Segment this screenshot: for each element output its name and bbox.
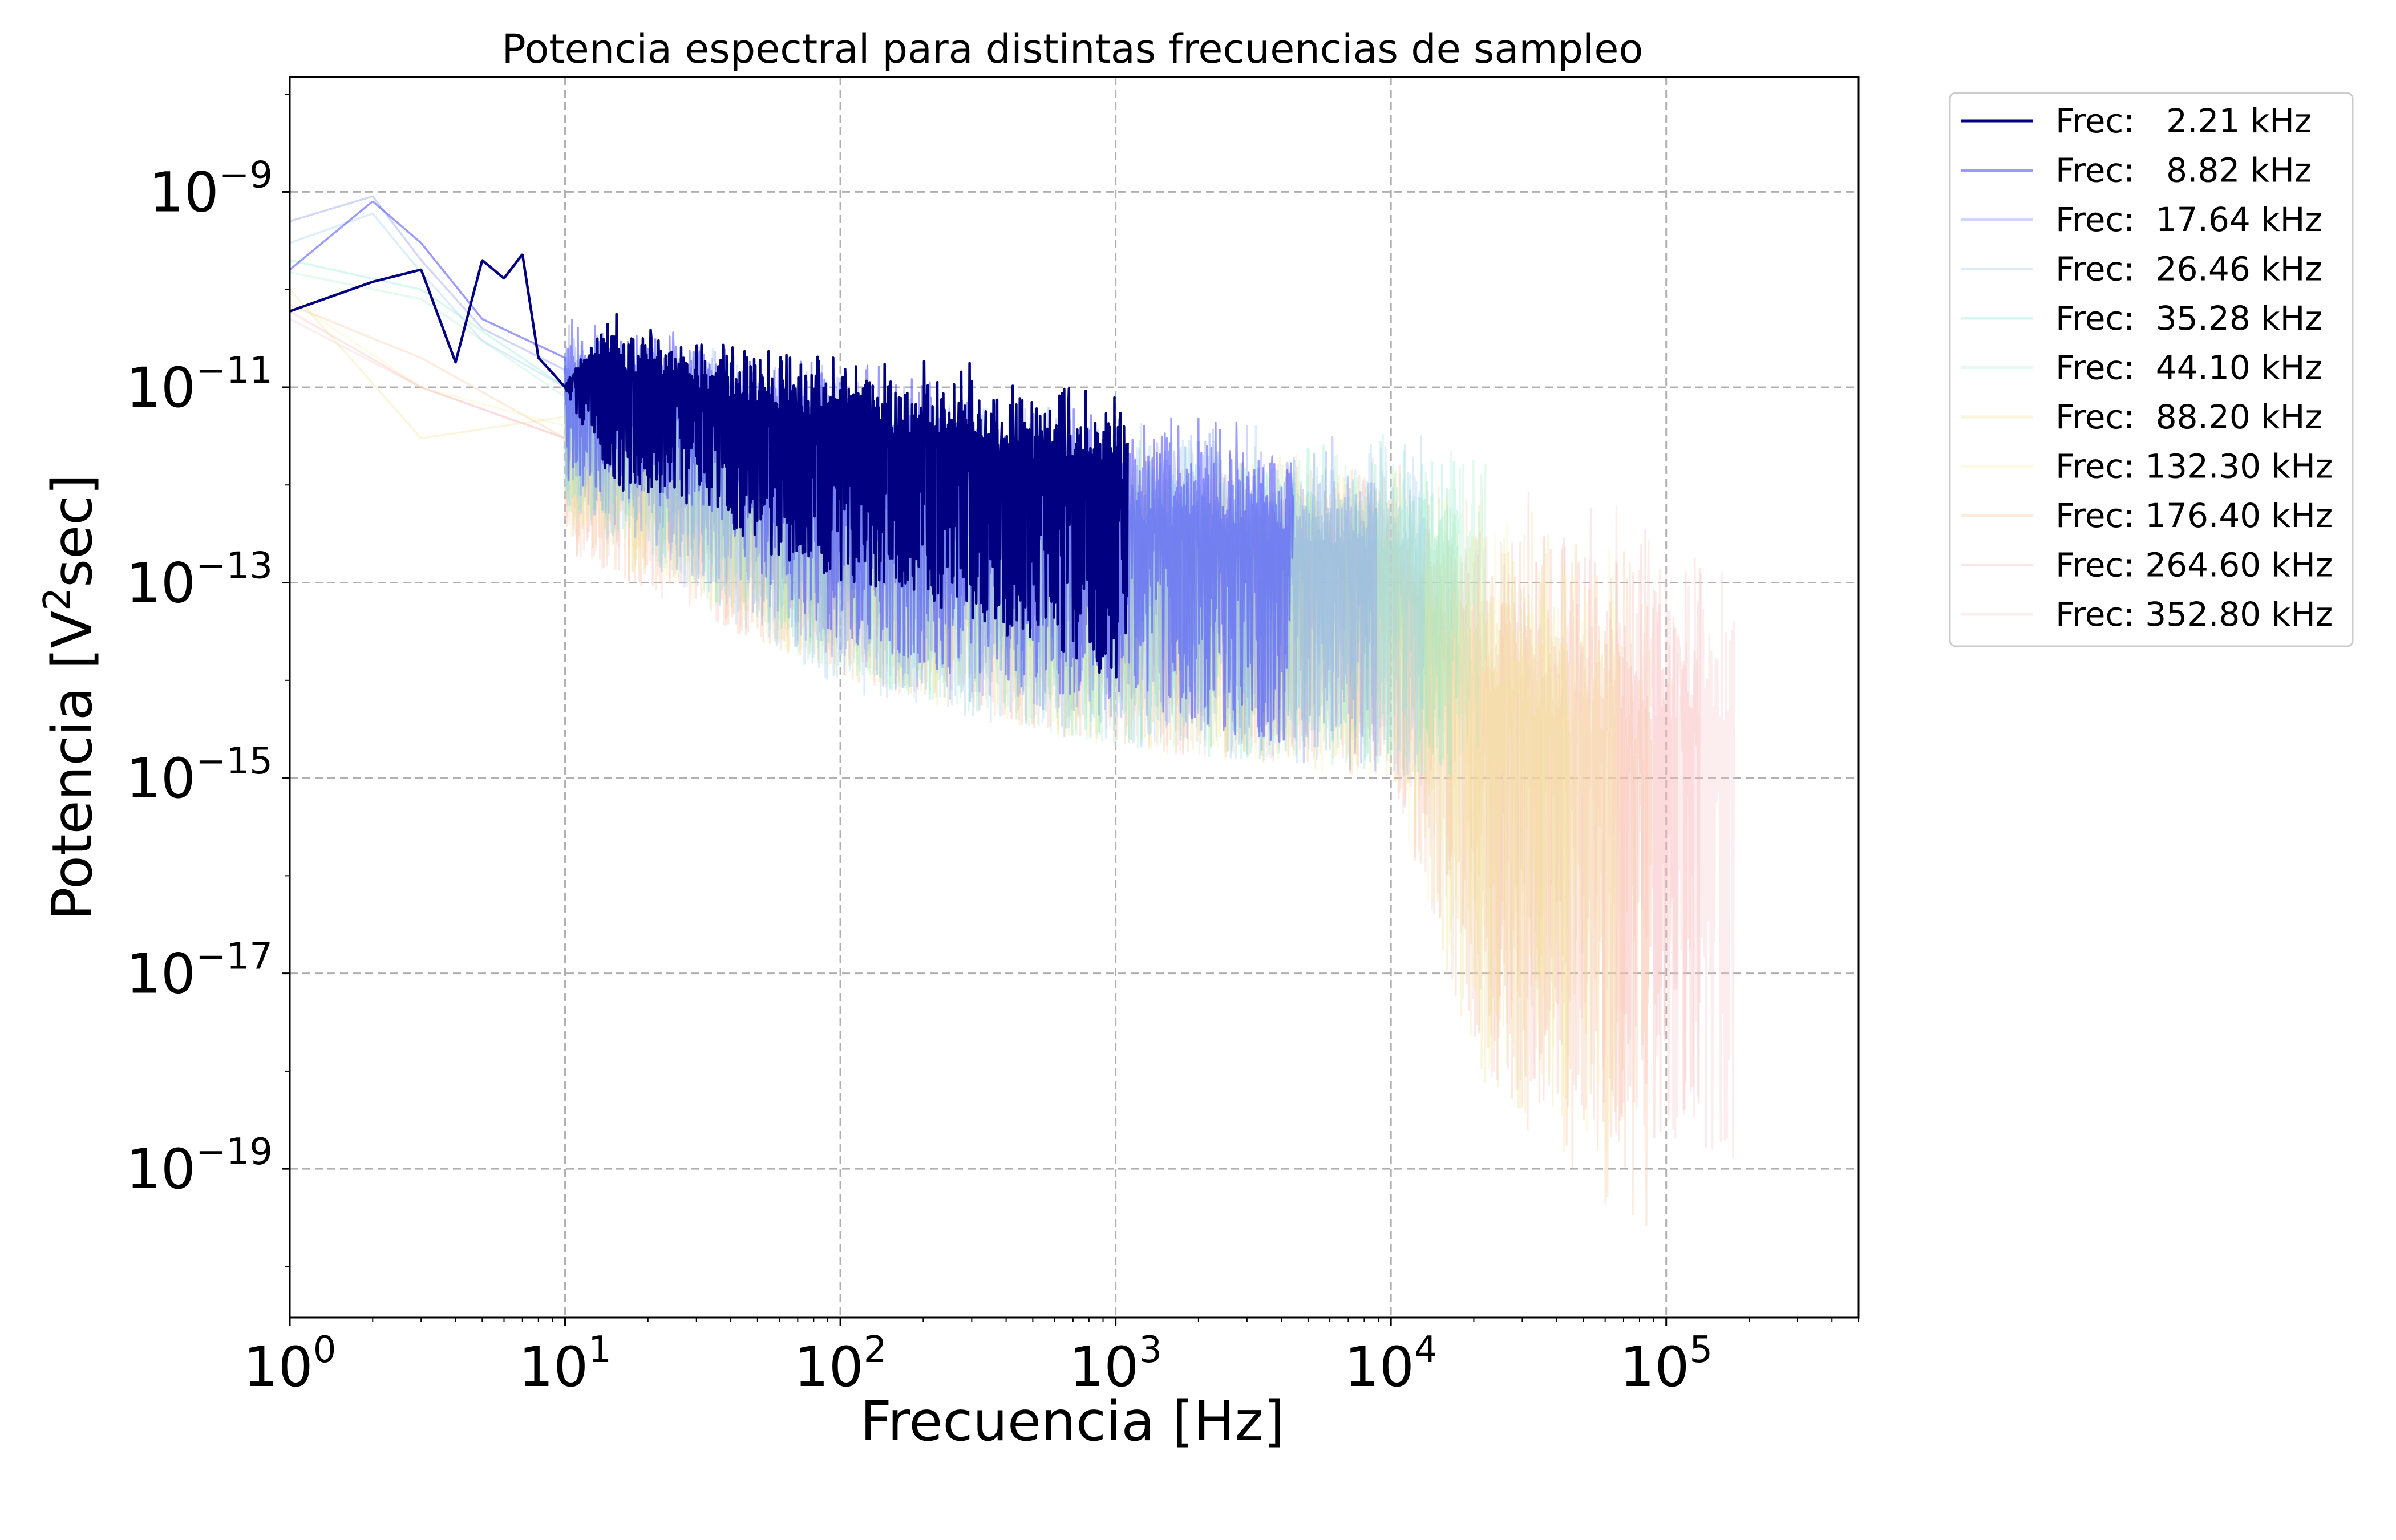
legend-label: Frec: 35.28 kHz — [2055, 299, 2322, 338]
x-tick-base: 10 — [794, 1335, 864, 1399]
legend-item: Frec: 17.64 kHz — [1961, 200, 2322, 239]
legend-label: Frec: 17.64 kHz — [2055, 200, 2322, 239]
legend-label: Frec: 88.20 kHz — [2055, 398, 2322, 436]
legend-label: Frec: 264.60 kHz — [2055, 546, 2333, 585]
legend-item: Frec: 352.80 kHz — [1961, 595, 2333, 634]
y-tick-label: 10−13 — [126, 545, 273, 615]
y-tick-base: 10 — [126, 747, 196, 810]
series-1 — [289, 253, 1129, 679]
y-axis-label-unit: sec] — [41, 474, 104, 587]
x-axis-label: Frecuencia [Hz] — [860, 1389, 1285, 1453]
y-tick-exp: −9 — [219, 154, 273, 196]
legend-label: Frec: 8.82 kHz — [2055, 151, 2312, 190]
x-tick-base: 10 — [244, 1335, 313, 1399]
y-tick-exp: −15 — [196, 740, 273, 783]
legend-item: Frec: 132.30 kHz — [1961, 447, 2333, 486]
y-tick-base: 10 — [149, 160, 219, 224]
x-tick-label: 102 — [794, 1329, 887, 1399]
legend-label: Frec: 132.30 kHz — [2055, 447, 2333, 486]
y-tick-label: 10−17 — [126, 936, 273, 1006]
x-tick-label: 103 — [1069, 1329, 1162, 1399]
x-tick-exp: 4 — [1414, 1329, 1438, 1371]
legend-item: Frec: 264.60 kHz — [1961, 546, 2333, 585]
legend-item: Frec: 2.21 kHz — [1961, 102, 2312, 140]
legend-box — [1949, 92, 2354, 647]
x-tick-base: 10 — [519, 1335, 588, 1399]
legend-label: Frec: 176.40 kHz — [2055, 496, 2333, 535]
legend-item: Frec: 26.46 kHz — [1961, 250, 2322, 289]
legend-item: Frec: 176.40 kHz — [1961, 496, 2333, 535]
y-tick-exp: −11 — [196, 350, 273, 392]
y-axis-label-main: Potencia [V — [41, 611, 104, 921]
legend-item: Frec: 35.28 kHz — [1961, 299, 2322, 338]
legend-item: Frec: 44.10 kHz — [1961, 348, 2322, 387]
x-tick-exp: 3 — [1139, 1329, 1162, 1371]
x-tick-exp: 2 — [864, 1329, 887, 1371]
y-tick-exp: −17 — [196, 936, 273, 978]
legend-label: Frec: 352.80 kHz — [2055, 595, 2333, 634]
x-tick-exp: 5 — [1689, 1329, 1713, 1371]
y-tick-exp: −13 — [196, 545, 273, 587]
y-tick-base: 10 — [126, 942, 196, 1006]
legend: Frec: 2.21 kHz Frec: 8.82 kHz Frec: 17.64 … — [1949, 92, 2354, 647]
y-axis-label-sup: 2 — [37, 587, 79, 611]
x-tick-label: 101 — [519, 1329, 612, 1399]
y-tick-base: 10 — [126, 552, 196, 615]
x-tick-base: 10 — [1620, 1335, 1689, 1399]
legend-item: Frec: 8.82 kHz — [1961, 151, 2312, 190]
legend-label: Frec: 44.10 kHz — [2055, 348, 2322, 387]
y-tick-label: 10−11 — [126, 350, 273, 420]
series-line — [289, 253, 1129, 679]
x-tick-exp: 0 — [313, 1329, 337, 1371]
y-tick-base: 10 — [126, 1137, 196, 1201]
y-tick-exp: −19 — [196, 1131, 273, 1173]
x-tick-base: 10 — [1069, 1335, 1139, 1399]
y-tick-base: 10 — [126, 356, 196, 420]
y-tick-label: 10−9 — [149, 154, 273, 224]
y-tick-label: 10−15 — [126, 740, 273, 810]
chart-title: Potencia espectral para distintas frecue… — [502, 26, 1644, 72]
x-tick-base: 10 — [1345, 1335, 1414, 1399]
legend-item: Frec: 88.20 kHz — [1961, 398, 2322, 436]
y-axis-label: Potencia [V2sec] — [37, 474, 104, 921]
legend-label: Frec: 2.21 kHz — [2055, 102, 2312, 140]
legend-label: Frec: 26.46 kHz — [2055, 250, 2322, 289]
grid-lines — [289, 77, 1859, 1318]
y-tick-label: 10−19 — [126, 1131, 273, 1201]
x-tick-label: 104 — [1345, 1329, 1438, 1399]
x-axis-ticks: 100 101 102 103 104 105 — [244, 1318, 1859, 1399]
x-tick-exp: 1 — [588, 1329, 612, 1371]
x-tick-label: 105 — [1620, 1329, 1713, 1399]
series-layer — [289, 195, 1735, 1226]
plot-frame — [289, 76, 1860, 1319]
x-tick-label: 100 — [244, 1329, 337, 1399]
